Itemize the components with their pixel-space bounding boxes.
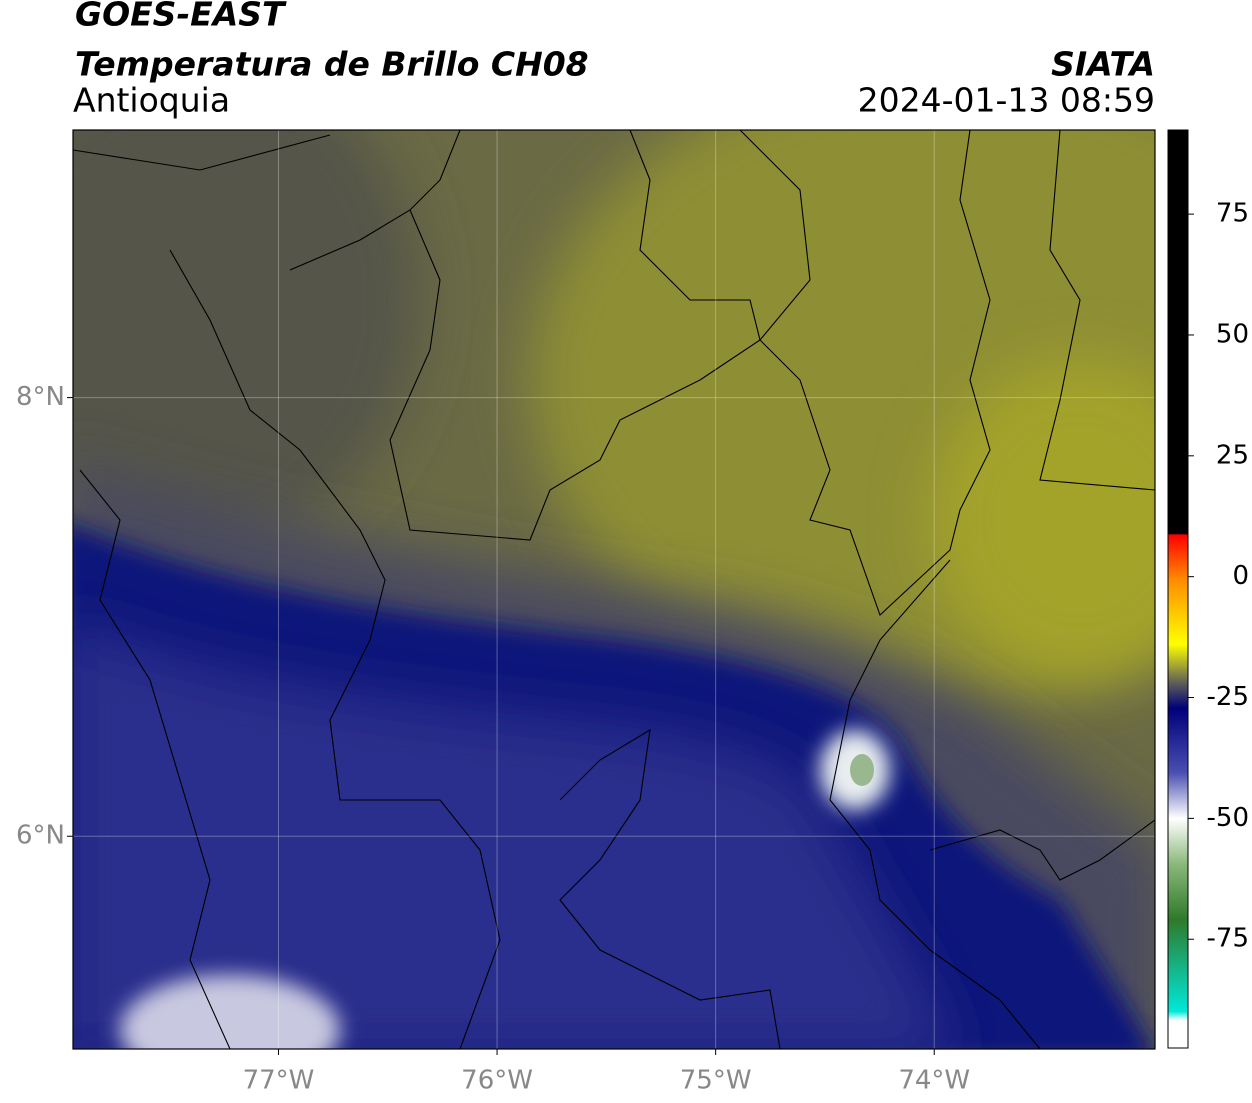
subtitle: Temperatura de Brillo CH08 xyxy=(75,45,589,84)
timestamp: 2024-01-13 08:59 xyxy=(858,81,1155,120)
colorbar xyxy=(1167,129,1189,1049)
source: SIATA xyxy=(1051,45,1155,84)
x-tick-label: 77°W xyxy=(243,1066,315,1096)
y-tick-label: 8°N xyxy=(16,382,65,412)
ticks: 77°W 76°W 75°W 74°W 6°N 8°N -75 -50 -25 0 25 50 75 xyxy=(16,199,1249,1096)
colorbar-tick-label: 25 xyxy=(1216,440,1249,470)
colorbar-tick-label: -25 xyxy=(1207,682,1249,712)
x-tick-label: 75°W xyxy=(680,1066,752,1096)
region: Antioquia xyxy=(73,81,230,120)
colorbar-tick-label: 75 xyxy=(1216,199,1249,229)
colorbar-tick-label: 0 xyxy=(1232,561,1249,591)
satellite-image xyxy=(73,130,1155,1049)
map-grid xyxy=(73,130,1155,1049)
colorbar-tick-label: -50 xyxy=(1207,803,1249,833)
y-tick-label: 6°N xyxy=(16,821,65,851)
title: GOES-EAST xyxy=(75,0,287,34)
x-tick-label: 74°W xyxy=(898,1066,970,1096)
map-frame xyxy=(72,129,1156,1050)
colorbar-tick-label: 50 xyxy=(1216,319,1249,349)
colorbar-tick-label: -75 xyxy=(1207,924,1249,954)
x-tick-label: 76°W xyxy=(461,1066,533,1096)
